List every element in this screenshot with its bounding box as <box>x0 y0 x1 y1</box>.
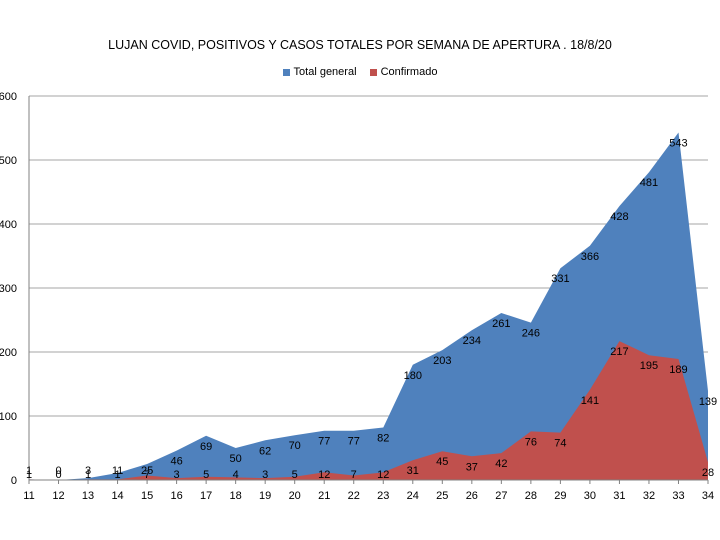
data-label-total: 428 <box>610 211 628 223</box>
data-label-total: 46 <box>170 456 182 468</box>
data-label-confirmado: 3 <box>174 469 180 481</box>
x-tick-label: 13 <box>82 490 94 502</box>
data-label-total: 180 <box>404 370 422 382</box>
x-tick-label: 17 <box>200 490 212 502</box>
x-tick-label: 12 <box>52 490 64 502</box>
x-tick-label: 22 <box>348 490 360 502</box>
x-tick-label: 20 <box>289 490 301 502</box>
data-label-total: 70 <box>289 440 301 452</box>
data-label-total: 1 <box>26 465 32 477</box>
legend-item-confirmado: Confirmado <box>369 66 438 78</box>
data-label-confirmado: 31 <box>407 465 419 477</box>
y-tick-label: 600 <box>0 91 17 103</box>
data-label-total: 481 <box>640 177 658 189</box>
data-label-confirmado: 42 <box>495 458 507 470</box>
x-tick-label: 31 <box>613 490 625 502</box>
data-label-total: 69 <box>200 441 212 453</box>
x-tick-label: 24 <box>407 490 419 502</box>
data-label-total: 261 <box>492 318 510 330</box>
data-label-confirmado: 217 <box>610 346 628 358</box>
y-tick-label: 500 <box>0 155 17 167</box>
data-label-confirmado: 5 <box>292 469 298 481</box>
x-tick-label: 16 <box>170 490 182 502</box>
legend-swatch-confirmado <box>369 68 377 76</box>
data-label-total: 203 <box>433 355 451 367</box>
data-label-total: 246 <box>522 328 540 340</box>
data-label-total: 139 <box>699 396 717 408</box>
series-area-1 <box>29 341 708 480</box>
data-label-confirmado: 141 <box>581 395 599 407</box>
y-tick-label: 0 <box>11 475 17 487</box>
chart-title: LUJAN COVID, POSITIVOS Y CASOS TOTALES P… <box>108 38 612 52</box>
data-label-total: 3 <box>85 465 91 477</box>
data-label-confirmado: 0 <box>55 469 61 481</box>
data-label-total: 77 <box>318 436 330 448</box>
x-tick-label: 30 <box>584 490 596 502</box>
data-label-confirmado: 7 <box>351 469 357 481</box>
legend-label-total: Total general <box>293 66 357 78</box>
data-label-confirmado: 1 <box>26 469 32 481</box>
x-tick-label: 27 <box>495 490 507 502</box>
x-tick-label: 15 <box>141 490 153 502</box>
legend-swatch-total <box>282 68 290 76</box>
data-label-total: 11 <box>112 465 123 477</box>
x-tick-label: 33 <box>672 490 684 502</box>
legend: Total general Confirmado <box>0 66 720 78</box>
data-label-total: 25 <box>141 465 153 477</box>
data-label-confirmado: 76 <box>525 436 537 448</box>
x-tick-label: 21 <box>318 490 330 502</box>
data-label-confirmado: 28 <box>702 467 714 479</box>
data-label-confirmado: 12 <box>318 469 330 481</box>
data-label-confirmado: 195 <box>640 360 658 372</box>
data-label-total: 234 <box>463 335 481 347</box>
x-tick-label: 23 <box>377 490 389 502</box>
data-label-confirmado: 7 <box>144 469 150 481</box>
y-tick-label: 200 <box>0 347 17 359</box>
series-area-0 <box>29 132 708 480</box>
data-label-total: 50 <box>230 453 242 465</box>
x-tick-label: 28 <box>525 490 537 502</box>
data-label-total: 77 <box>348 436 360 448</box>
x-tick-label: 32 <box>643 490 655 502</box>
y-tick-label: 400 <box>0 219 17 231</box>
data-label-total: 62 <box>259 445 271 457</box>
x-tick-label: 34 <box>702 490 714 502</box>
legend-label-confirmado: Confirmado <box>380 66 438 78</box>
y-tick-label: 300 <box>0 283 17 295</box>
data-label-confirmado: 12 <box>377 469 389 481</box>
data-label-total: 366 <box>581 251 599 263</box>
data-label-total: 0 <box>55 465 61 477</box>
y-tick-label: 100 <box>0 411 17 423</box>
data-label-confirmado: 1 <box>115 469 121 481</box>
data-label-confirmado: 74 <box>554 438 566 450</box>
data-label-total: 82 <box>377 433 389 445</box>
data-label-confirmado: 1 <box>85 469 91 481</box>
data-label-confirmado: 37 <box>466 461 478 473</box>
x-tick-label: 26 <box>466 490 478 502</box>
data-label-confirmado: 4 <box>233 469 239 481</box>
data-label-total: 331 <box>551 273 569 285</box>
data-label-total: 543 <box>669 137 687 149</box>
data-areas <box>29 132 708 480</box>
legend-item-total: Total general <box>282 66 357 78</box>
data-label-confirmado: 45 <box>436 456 448 468</box>
x-tick-label: 11 <box>23 490 34 502</box>
data-label-confirmado: 5 <box>203 469 209 481</box>
x-tick-label: 25 <box>436 490 448 502</box>
x-tick-label: 14 <box>111 490 123 502</box>
x-tick-label: 19 <box>259 490 271 502</box>
data-label-confirmado: 3 <box>262 469 268 481</box>
x-tick-label: 29 <box>554 490 566 502</box>
data-label-confirmado: 189 <box>669 364 687 376</box>
x-tick-label: 18 <box>230 490 242 502</box>
